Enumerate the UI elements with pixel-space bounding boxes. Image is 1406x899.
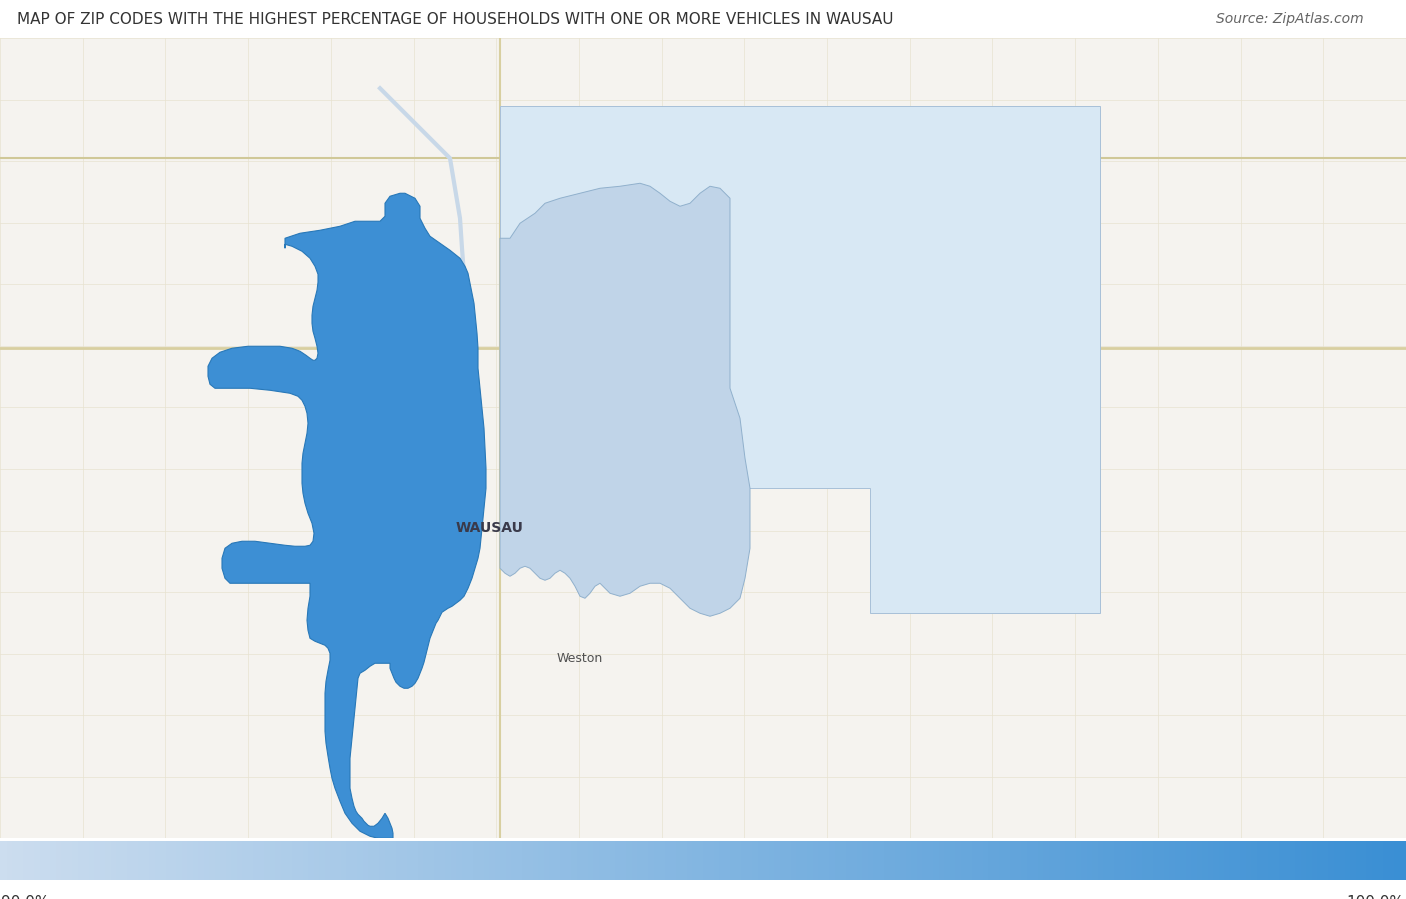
Text: Weston: Weston xyxy=(557,652,603,664)
Polygon shape xyxy=(501,183,749,616)
Text: 90.0%: 90.0% xyxy=(1,895,49,899)
Polygon shape xyxy=(501,106,1099,613)
Text: Source: ZipAtlas.com: Source: ZipAtlas.com xyxy=(1216,12,1364,26)
Text: 100.0%: 100.0% xyxy=(1347,895,1405,899)
Text: MAP OF ZIP CODES WITH THE HIGHEST PERCENTAGE OF HOUSEHOLDS WITH ONE OR MORE VEHI: MAP OF ZIP CODES WITH THE HIGHEST PERCEN… xyxy=(17,12,893,27)
Polygon shape xyxy=(208,193,486,838)
Text: WAUSAU: WAUSAU xyxy=(456,521,524,535)
